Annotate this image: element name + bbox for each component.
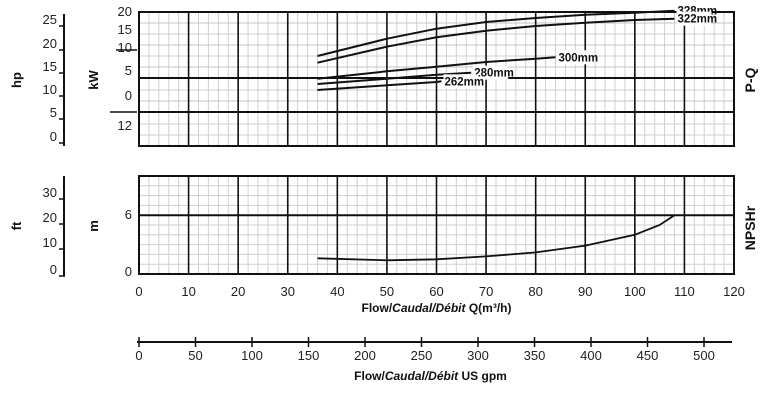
x-tick-label: 10 bbox=[181, 284, 195, 299]
hp-tick-label: 20 bbox=[43, 36, 57, 51]
npshr-curve bbox=[317, 214, 675, 262]
gpm-tick-label: 250 bbox=[411, 348, 433, 363]
hp-tick-label: 25 bbox=[43, 12, 57, 27]
curve-label-bg bbox=[557, 50, 593, 65]
kw-tick-label: 20 bbox=[118, 4, 132, 19]
hp-unit-label: hp bbox=[9, 72, 24, 88]
hp-tick-label: 5 bbox=[50, 105, 57, 120]
curve-label-322mm: 322mm bbox=[678, 14, 718, 26]
gpm-tick-label: 150 bbox=[298, 348, 320, 363]
ft-tick-label: 10 bbox=[43, 235, 57, 250]
gpm-tick-label: 350 bbox=[524, 348, 546, 363]
ft-unit-label: ft bbox=[9, 221, 24, 230]
m-tick-label: 6 bbox=[125, 207, 132, 222]
ft-tick-label: 0 bbox=[50, 262, 57, 277]
x-tick-label: 100 bbox=[624, 284, 646, 299]
x-tick-label: 20 bbox=[231, 284, 245, 299]
x-tick-label: 0 bbox=[135, 284, 142, 299]
npshr-panel-frame bbox=[138, 175, 735, 275]
power-curve-300mm bbox=[317, 56, 556, 80]
kw-tick-label: 15 bbox=[118, 22, 132, 37]
curve-label-bg bbox=[443, 74, 479, 89]
pq-side-label: P-Q bbox=[742, 67, 758, 92]
kw-tick-label: 0 bbox=[125, 88, 132, 103]
power-panel-frame bbox=[138, 11, 735, 147]
x-tick-label: 120 bbox=[723, 284, 745, 299]
x-tick-label: 80 bbox=[528, 284, 542, 299]
hp-tick-label: 0 bbox=[50, 129, 57, 144]
kw-tick-label: 5 bbox=[125, 63, 132, 78]
x-tick-label: 70 bbox=[479, 284, 493, 299]
power-curve-262mm bbox=[317, 80, 442, 91]
curve-label-262mm: 262mm bbox=[444, 76, 484, 88]
m-tick-label: 0 bbox=[125, 264, 132, 279]
gpm-tick-label: 450 bbox=[637, 348, 659, 363]
gpm-tick-label: 400 bbox=[580, 348, 602, 363]
gpm-tick-label: 100 bbox=[241, 348, 263, 363]
gpm-tick-label: 0 bbox=[135, 348, 142, 363]
curve-label-bg bbox=[473, 65, 509, 80]
x-tick-label: 90 bbox=[578, 284, 592, 299]
gpm-tick-label: 500 bbox=[693, 348, 715, 363]
kw-tick-label: 12 bbox=[118, 118, 132, 133]
gpm-tick-label: 200 bbox=[354, 348, 376, 363]
gpm-tick-label: 50 bbox=[188, 348, 202, 363]
x-tick-label: 30 bbox=[281, 284, 295, 299]
curve-label-300mm: 300mm bbox=[559, 52, 599, 64]
power-curve-280mm bbox=[317, 71, 472, 85]
power-curve-328mm bbox=[317, 9, 675, 57]
hp-tick-label: 15 bbox=[43, 59, 57, 74]
x-tick-label: 50 bbox=[380, 284, 394, 299]
npshr-side-label: NPSHr bbox=[742, 205, 758, 250]
hp-tick-label: 10 bbox=[43, 82, 57, 97]
m-unit-label: m bbox=[86, 220, 101, 232]
x-tick-label: 110 bbox=[674, 284, 695, 299]
x-axis-title-gpm: Flow/Caudal/Débit US gpm bbox=[354, 369, 507, 383]
x-tick-label: 40 bbox=[330, 284, 344, 299]
x-tick-label: 60 bbox=[429, 284, 443, 299]
ft-tick-label: 30 bbox=[43, 185, 57, 200]
ft-tick-label: 20 bbox=[43, 210, 57, 225]
kw-unit-label: kW bbox=[86, 70, 101, 90]
gpm-tick-label: 300 bbox=[467, 348, 489, 363]
curve-label-280mm: 280mm bbox=[474, 68, 514, 80]
x-axis-title-m3h: Flow/Caudal/Débit Q(m³/h) bbox=[361, 301, 511, 315]
kw-tick-label: 10 bbox=[118, 40, 132, 55]
power-curve-322mm bbox=[317, 17, 675, 64]
curve-label-bg bbox=[676, 11, 712, 26]
